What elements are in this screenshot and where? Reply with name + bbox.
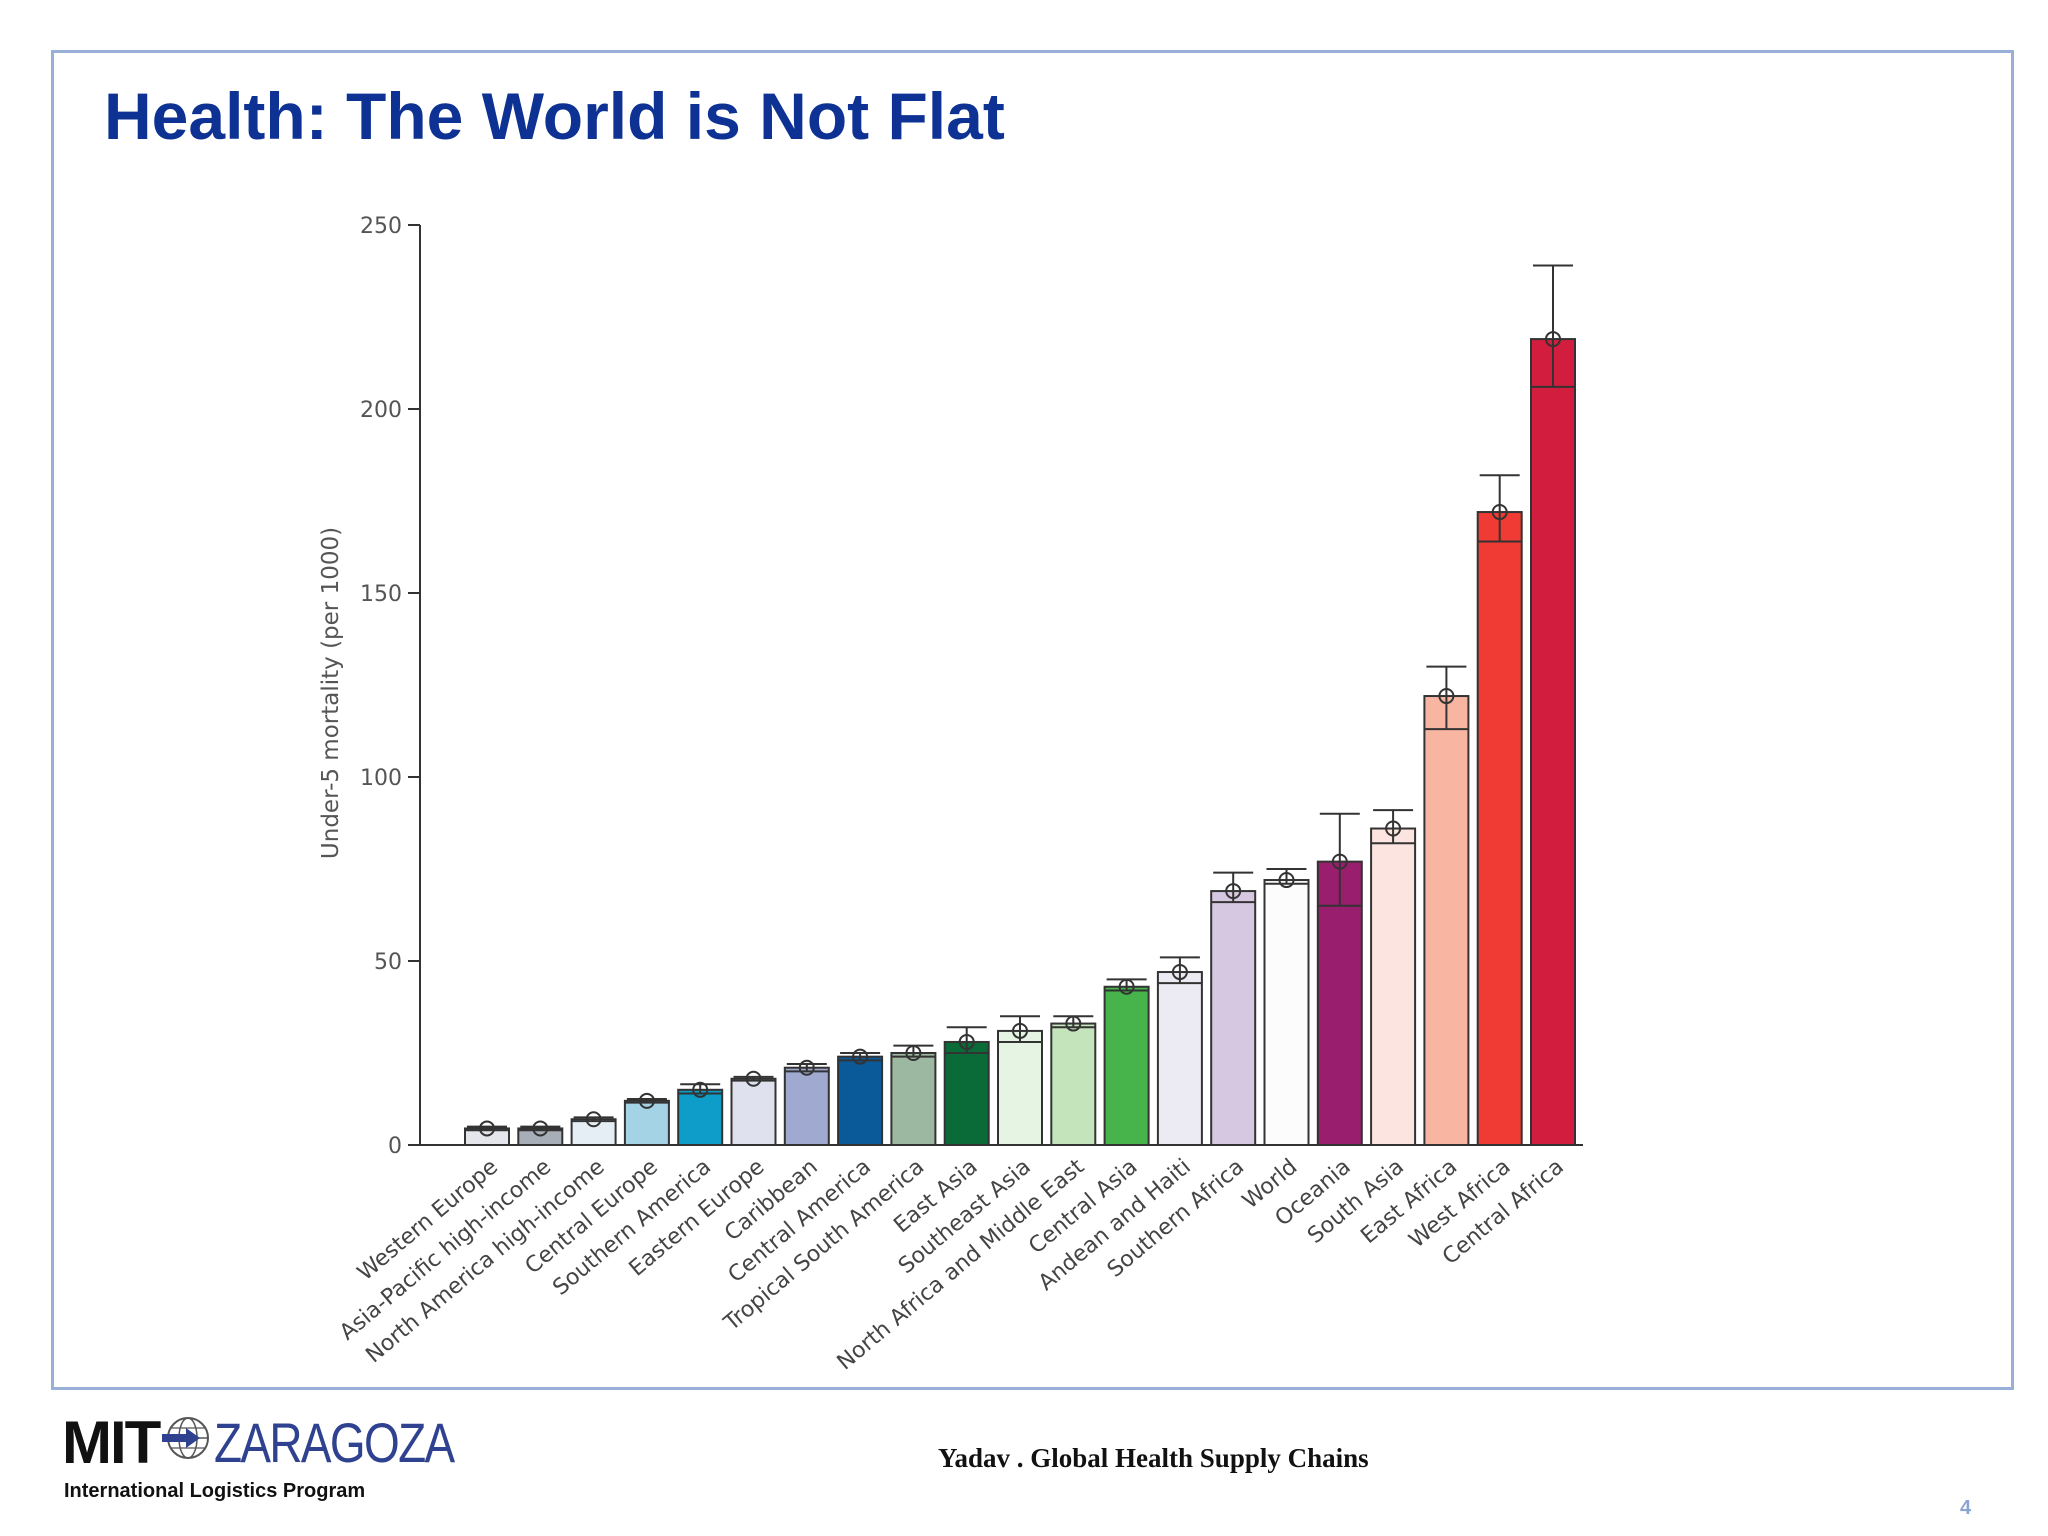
bar [1103,985,1150,1147]
y-tick-label: 50 [374,950,402,975]
bar [1050,1022,1097,1146]
bar [1210,890,1257,1147]
bars-group [464,264,1576,1147]
bar [677,1088,724,1147]
logo-zaragoza-text: ZARAGOZA [214,1411,455,1474]
y-tick-label: 200 [360,398,402,423]
bar [1530,338,1576,1146]
logo-subtitle: International Logistics Program [64,1480,366,1502]
bar [837,1055,884,1147]
bar [1156,971,1203,1146]
x-tick-label: Asia-Pacific high-income [335,1154,556,1345]
bar [570,1118,617,1146]
bar [890,1052,937,1146]
slide-title: Health: The World is Not Flat [104,79,1005,153]
globe-icon [162,1417,209,1459]
logo-mit-text: MIT [62,1409,161,1476]
page-number: 4 [1960,1497,1972,1519]
y-tick-label: 0 [388,1134,402,1159]
bar [943,1040,990,1146]
footer-citation: Yadav . Global Health Supply Chains [938,1443,1369,1473]
y-tick-label: 100 [360,766,402,791]
y-axis-label: Under-5 mortality (per 1000) [318,527,344,859]
y-axis-ticks: 0 50 100 150 200 250 [360,214,420,1159]
bar [1263,879,1310,1146]
bar [1423,695,1470,1146]
y-tick-label: 150 [360,582,402,607]
mit-zaragoza-logo: MIT ZARAGOZA International Logistics Pro… [62,1408,455,1508]
bar [783,1066,830,1146]
y-tick-label: 250 [360,214,402,239]
bar [730,1077,777,1147]
bar [1370,827,1417,1147]
under5-mortality-bar-chart: Under-5 mortality (per 1000) 0 50 100 150 20… [318,214,1583,1375]
bar [1476,511,1523,1146]
slide-frame [51,50,2014,1390]
bar [997,1029,1043,1147]
